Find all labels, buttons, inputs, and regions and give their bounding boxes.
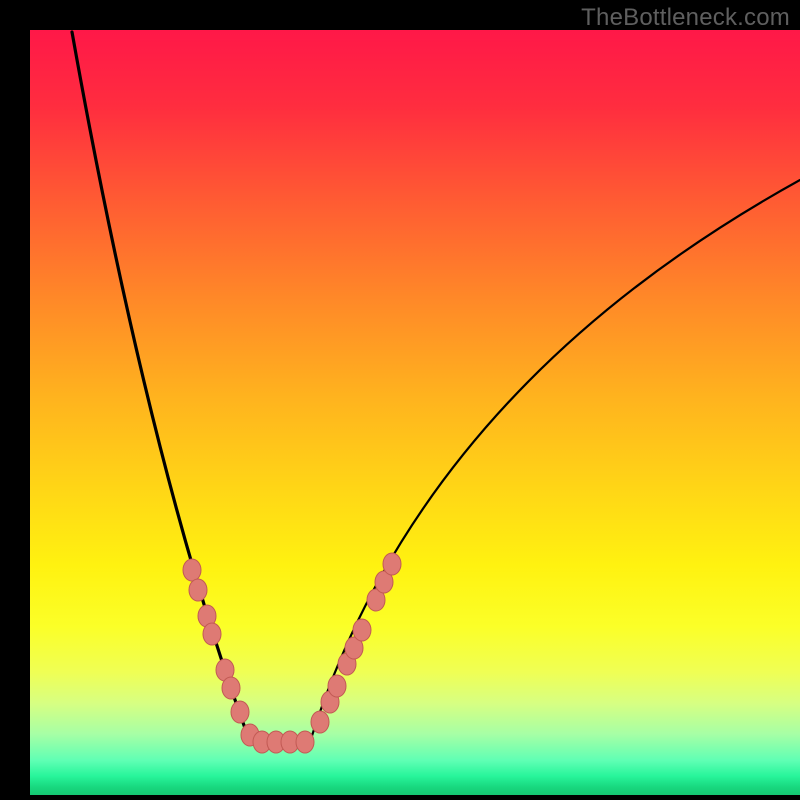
gradient-panel: [30, 30, 800, 795]
marker-dot: [203, 623, 221, 645]
chart-svg: [0, 0, 800, 800]
figure-stage: TheBottleneck.com: [0, 0, 800, 800]
marker-dot: [222, 677, 240, 699]
marker-dot: [383, 553, 401, 575]
marker-dot: [231, 701, 249, 723]
marker-dot: [189, 579, 207, 601]
marker-dot: [353, 619, 371, 641]
marker-dot: [296, 731, 314, 753]
marker-dot: [183, 559, 201, 581]
watermark-text: TheBottleneck.com: [581, 4, 790, 32]
marker-dot: [311, 711, 329, 733]
marker-dot: [328, 675, 346, 697]
